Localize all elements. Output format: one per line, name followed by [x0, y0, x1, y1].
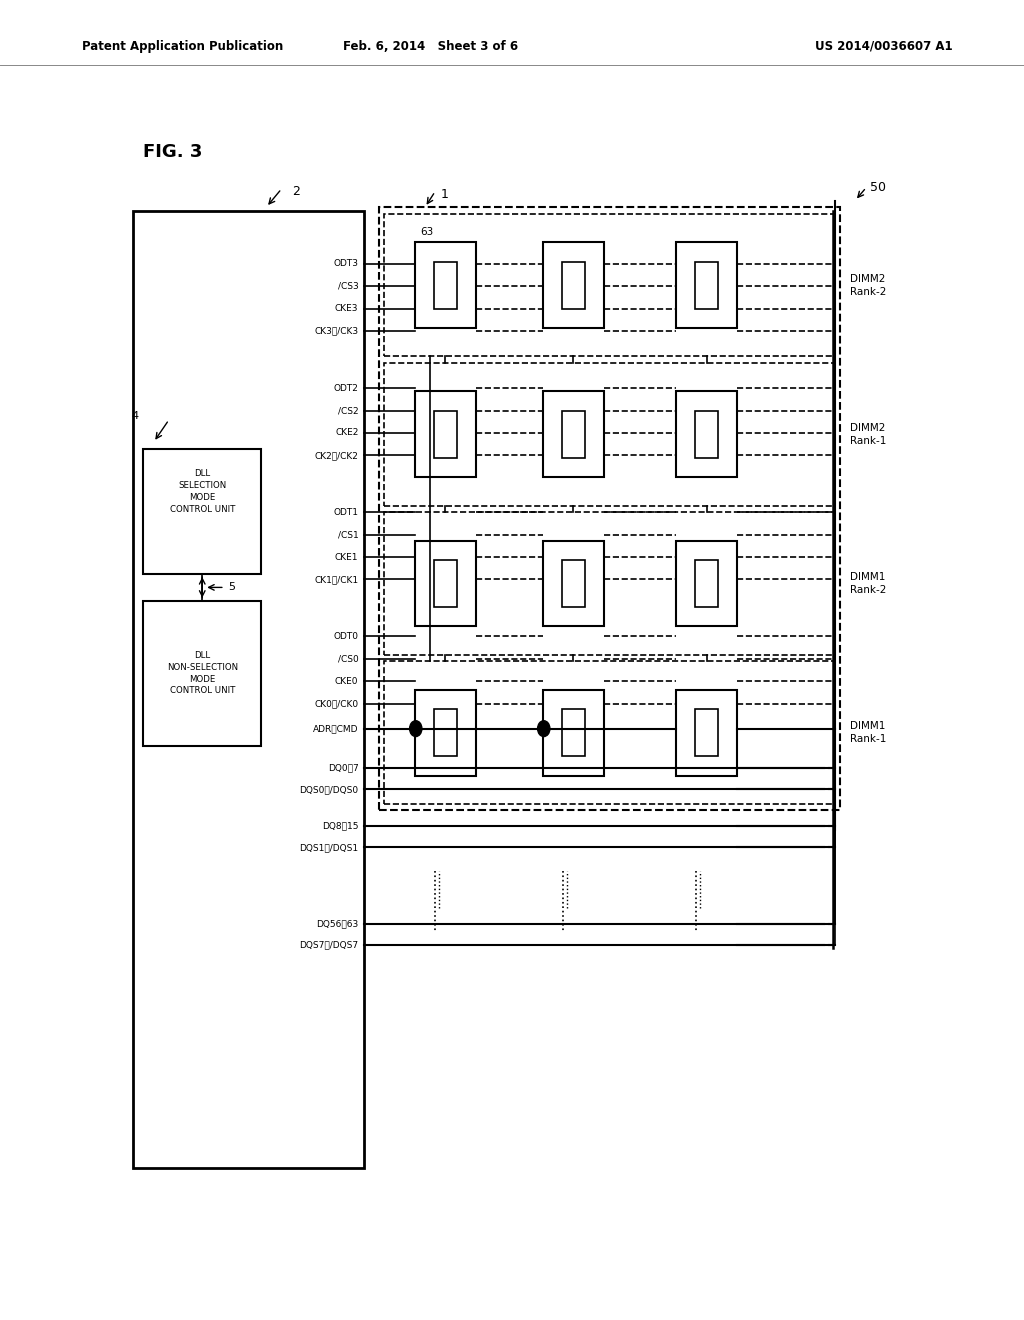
Bar [384, 512, 835, 655]
Bar [384, 214, 835, 356]
Bar [695, 411, 718, 458]
Text: /CS0: /CS0 [338, 655, 358, 663]
Text: DQ8～15: DQ8～15 [322, 822, 358, 830]
Circle shape [538, 721, 550, 737]
Text: DIMM1
Rank-2: DIMM1 Rank-2 [850, 572, 887, 595]
Text: Patent Application Publication: Patent Application Publication [82, 40, 284, 53]
Bar [434, 411, 457, 458]
Text: ODT2: ODT2 [334, 384, 358, 392]
Text: CKE2: CKE2 [335, 429, 358, 437]
Text: ODT0: ODT0 [334, 632, 358, 640]
Bar [562, 709, 585, 756]
Text: CKE0: CKE0 [335, 677, 358, 685]
Text: 50: 50 [870, 181, 887, 194]
Text: 63: 63 [420, 227, 433, 238]
Bar [415, 689, 476, 776]
Text: DQS0、/DQS0: DQS0、/DQS0 [299, 785, 358, 793]
Bar [676, 391, 737, 477]
Bar [695, 560, 718, 607]
Text: DLL
NON-SELECTION
MODE
CONTROL UNIT: DLL NON-SELECTION MODE CONTROL UNIT [167, 651, 238, 696]
Text: ODT3: ODT3 [334, 260, 358, 268]
Bar [434, 709, 457, 756]
Text: Feb. 6, 2014   Sheet 3 of 6: Feb. 6, 2014 Sheet 3 of 6 [342, 40, 518, 53]
Bar [543, 541, 604, 626]
Text: DQ56～63: DQ56～63 [316, 920, 358, 928]
Text: 1: 1 [440, 187, 449, 201]
Bar [676, 541, 737, 626]
Bar [562, 560, 585, 607]
Bar [543, 689, 604, 776]
Bar [434, 560, 457, 607]
Bar [434, 261, 457, 309]
Text: DIMM2
Rank-2: DIMM2 Rank-2 [850, 273, 887, 297]
Text: CKE1: CKE1 [335, 553, 358, 561]
Bar [384, 363, 835, 506]
Text: US 2014/0036607 A1: US 2014/0036607 A1 [815, 40, 952, 53]
Circle shape [410, 721, 422, 737]
Text: DLL
SELECTION
MODE
CONTROL UNIT: DLL SELECTION MODE CONTROL UNIT [170, 470, 234, 513]
Text: CK0、/CK0: CK0、/CK0 [314, 700, 358, 708]
Text: 2: 2 [292, 185, 300, 198]
Text: CK1、/CK1: CK1、/CK1 [314, 576, 358, 583]
Bar [143, 449, 261, 574]
Text: CKE3: CKE3 [335, 305, 358, 313]
Text: DQS1、/DQS1: DQS1、/DQS1 [299, 843, 358, 851]
Bar [379, 207, 840, 810]
Text: /CS3: /CS3 [338, 282, 358, 290]
Bar [133, 211, 364, 1168]
Text: ADR、CMD: ADR、CMD [313, 725, 358, 733]
Bar [695, 261, 718, 309]
Bar [143, 601, 261, 746]
Bar [562, 261, 585, 309]
Bar [543, 391, 604, 477]
Text: /CS2: /CS2 [338, 407, 358, 414]
Bar [676, 243, 737, 327]
Text: ODT1: ODT1 [334, 508, 358, 516]
Text: DQ0～7: DQ0～7 [328, 764, 358, 772]
Text: CK2、/CK2: CK2、/CK2 [314, 451, 358, 459]
Text: CK3、/CK3: CK3、/CK3 [314, 327, 358, 335]
Text: FIG. 3: FIG. 3 [143, 143, 203, 161]
Text: 4: 4 [131, 411, 138, 421]
Bar [415, 541, 476, 626]
Bar [384, 661, 835, 804]
Bar [415, 391, 476, 477]
Text: 5: 5 [227, 582, 234, 593]
Text: /CS1: /CS1 [338, 531, 358, 539]
Bar [415, 243, 476, 327]
Text: DIMM1
Rank-1: DIMM1 Rank-1 [850, 721, 887, 744]
Text: DQS7、/DQS7: DQS7、/DQS7 [299, 941, 358, 949]
Bar [562, 411, 585, 458]
Bar [695, 709, 718, 756]
Bar [676, 689, 737, 776]
Text: DIMM2
Rank-1: DIMM2 Rank-1 [850, 422, 887, 446]
Bar [543, 243, 604, 327]
